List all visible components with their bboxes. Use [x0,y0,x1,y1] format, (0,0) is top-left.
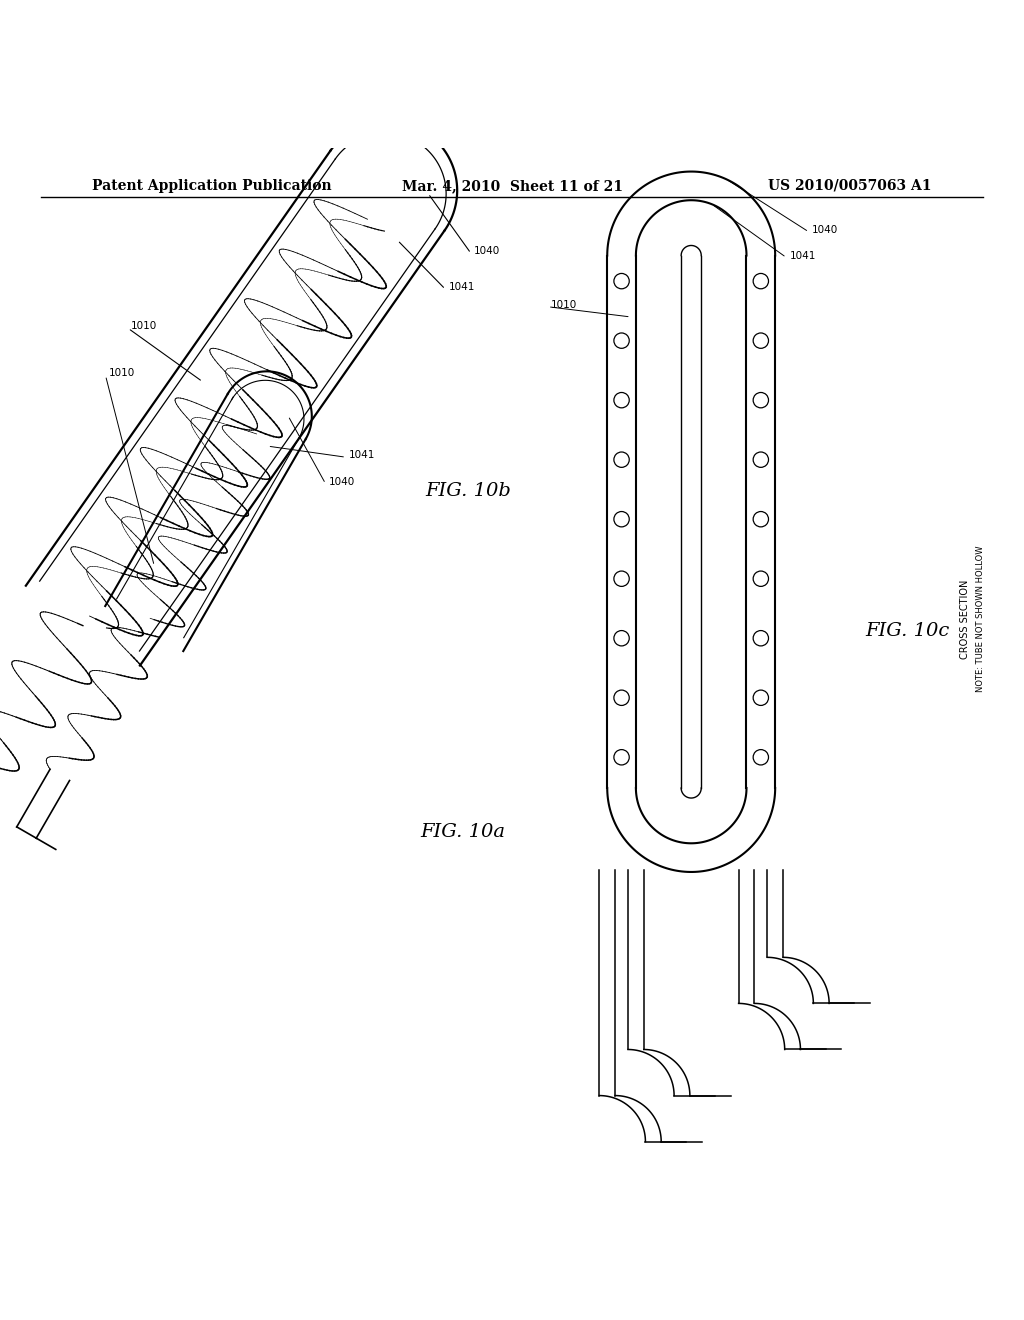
Text: 1010: 1010 [551,300,578,310]
Text: CROSS SECTION: CROSS SECTION [959,579,970,659]
Text: 1010: 1010 [131,321,158,331]
Text: 1010: 1010 [109,368,135,379]
Text: 1041: 1041 [449,282,475,292]
Text: US 2010/0057063 A1: US 2010/0057063 A1 [768,180,932,193]
Text: Mar. 4, 2010  Sheet 11 of 21: Mar. 4, 2010 Sheet 11 of 21 [401,180,623,193]
Text: 1041: 1041 [790,251,816,260]
Text: 1041: 1041 [349,450,376,461]
Text: Patent Application Publication: Patent Application Publication [92,180,332,193]
Text: NOTE: TUBE NOT SHOWN HOLLOW: NOTE: TUBE NOT SHOWN HOLLOW [977,545,985,692]
Text: FIG. 10c: FIG. 10c [865,622,949,640]
Text: 1040: 1040 [329,477,355,487]
Text: FIG. 10b: FIG. 10b [425,482,511,500]
Text: FIG. 10a: FIG. 10a [420,824,505,841]
Text: 1040: 1040 [474,247,501,256]
Text: 1040: 1040 [812,224,839,235]
